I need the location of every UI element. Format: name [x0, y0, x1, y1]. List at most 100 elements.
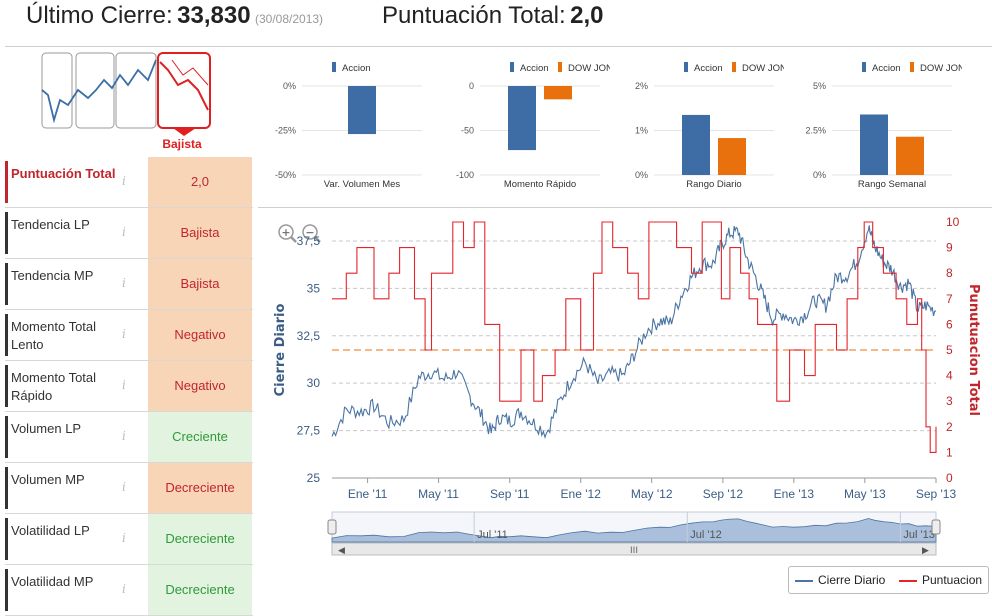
y2-tick-label: 3 — [946, 394, 953, 408]
info-icon[interactable]: i — [122, 225, 126, 239]
legend-label: Accion — [872, 63, 901, 74]
row-marker — [5, 467, 8, 509]
x-tick-label: Sep '12 — [703, 487, 744, 501]
mini-chart-weekly-range: Accion DOW JONES 5% 2.5% 0% Rango Semanal — [805, 62, 962, 190]
row-marker — [5, 518, 8, 560]
info-icon[interactable]: i — [122, 378, 126, 392]
info-icon[interactable]: i — [122, 327, 126, 341]
tick-label: -50% — [275, 170, 296, 180]
indicator-name: Momento Total Rápido — [11, 370, 97, 403]
indicator-row: Momento Total Rápido i Negativo — [5, 361, 253, 412]
trend-line — [41, 59, 157, 124]
bar-dow-jones — [718, 138, 746, 175]
x-tick-label: May '11 — [418, 487, 459, 501]
indicator-name: Tendencia MP — [11, 268, 94, 283]
top-divider — [5, 46, 992, 47]
legend-item-close[interactable]: Cierre Diario — [795, 573, 885, 587]
tick-label: 0% — [635, 170, 648, 180]
indicator-value: Negativo — [148, 310, 252, 360]
x-axis-label: Rango Diario — [686, 179, 741, 190]
score-label: Puntuación Total: — [381, 2, 566, 29]
tick-label: 0 — [469, 81, 474, 91]
indicator-value: Decreciente — [148, 514, 252, 564]
tick-label: 2.5% — [805, 126, 826, 136]
trend-panel-active[interactable] — [157, 52, 211, 129]
y2-tick-label: 2 — [946, 420, 953, 434]
navigator-handle-left[interactable] — [327, 519, 337, 535]
zoom-in-icon[interactable]: + — [278, 224, 297, 243]
bar-dow-jones — [544, 86, 572, 100]
y2-tick-label: 8 — [946, 266, 953, 280]
info-icon[interactable]: i — [122, 582, 126, 596]
middle-divider — [258, 207, 992, 208]
tick-label: 0% — [813, 170, 826, 180]
score-value: 2,0 — [570, 2, 604, 29]
legend-swatch — [684, 62, 688, 72]
tick-label: 5% — [813, 81, 826, 91]
indicator-row: Volumen LP i Creciente — [5, 412, 253, 463]
tick-label: -25% — [275, 126, 296, 136]
y2-tick-label: 7 — [946, 292, 953, 306]
info-icon[interactable]: i — [122, 531, 126, 545]
y2-tick-label: 6 — [946, 317, 953, 331]
indicator-table: Puntuación Total i 2,0 Tendencia LP i Bajista… — [5, 157, 253, 616]
navigator-handle-right[interactable] — [931, 519, 941, 535]
zoom-handle — [314, 236, 321, 243]
info-icon[interactable]: i — [122, 429, 126, 443]
trend-pointer-icon — [173, 128, 196, 136]
zoom-symbol: − — [305, 226, 314, 239]
tick-label: 2% — [635, 81, 648, 91]
x-tick-label: Sep '11 — [490, 487, 530, 501]
zoom-symbol: + — [281, 226, 290, 239]
y2-tick-label: 0 — [946, 471, 953, 485]
row-marker — [5, 263, 8, 305]
trend-panel-3[interactable] — [115, 52, 157, 129]
zoom-handle — [290, 236, 297, 243]
close-value: 33,830 — [177, 2, 251, 29]
indicator-row: Puntuación Total i 2,0 — [5, 157, 253, 208]
indicator-value: Bajista — [148, 208, 252, 258]
trend-panel-1[interactable] — [41, 52, 73, 129]
indicator-name: Volatilidad MP — [11, 574, 94, 589]
legend-label: DOW JONES — [742, 63, 784, 74]
tick-label: 0% — [283, 81, 296, 91]
info-icon[interactable]: i — [122, 174, 126, 188]
indicator-value: Bajista — [148, 259, 252, 309]
navigator-scrollbar[interactable] — [331, 542, 937, 556]
legend-label: DOW JONES — [568, 63, 610, 74]
y-tick-label: 25 — [307, 471, 321, 485]
indicator-value: Decreciente — [148, 463, 252, 513]
y-tick-label: 32,5 — [297, 329, 321, 343]
scroll-left-icon: ◀ — [338, 546, 345, 556]
y2-tick-label: 10 — [946, 215, 960, 229]
navigator-label: Jul '12 — [690, 529, 721, 541]
x-tick-label: May '12 — [631, 487, 673, 501]
x-axis-label: Momento Rápido — [504, 179, 576, 190]
mini-chart-volume: Accion 0% -25% -50% Var. Volumen Mes — [275, 62, 422, 190]
info-icon[interactable]: i — [122, 276, 126, 290]
navigator-label: Jul '13 — [903, 529, 934, 541]
indicator-row: Tendencia LP i Bajista — [5, 208, 253, 259]
navigator-label: Jul '11 — [477, 529, 508, 541]
trend-down-line — [159, 61, 209, 111]
y2-axis-title: Punutuacion Total — [966, 284, 981, 416]
legend-label: Accion — [342, 63, 371, 74]
info-icon[interactable]: i — [122, 480, 126, 494]
score-series-line — [332, 221, 937, 453]
y2-tick-label: 5 — [946, 343, 953, 357]
y-axis-title: Cierre Diario — [273, 304, 288, 397]
y2-tick-label: 9 — [946, 241, 953, 255]
row-marker — [5, 416, 8, 458]
indicator-value: Creciente — [148, 412, 252, 462]
close-date: (30/08/2013) — [255, 12, 324, 26]
row-marker — [5, 212, 8, 254]
indicator-value: Negativo — [148, 361, 252, 411]
legend-swatch — [558, 62, 562, 72]
legend-swatch — [332, 62, 336, 72]
trend-selector[interactable]: Bajista — [38, 50, 216, 152]
indicator-name: Momento Total Lento — [11, 319, 97, 352]
close-label: Último Cierre: — [26, 2, 173, 29]
zoom-out-icon[interactable]: − — [302, 224, 321, 243]
row-marker — [5, 314, 8, 356]
legend-item-score[interactable]: Puntuacion — [899, 573, 982, 587]
